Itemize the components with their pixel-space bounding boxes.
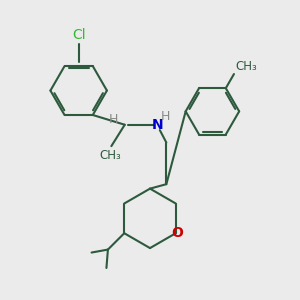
Text: H: H bbox=[161, 110, 170, 123]
Text: N: N bbox=[152, 118, 163, 132]
Text: CH₃: CH₃ bbox=[236, 60, 257, 73]
Text: H: H bbox=[109, 113, 118, 126]
Text: Cl: Cl bbox=[72, 28, 86, 42]
Text: CH₃: CH₃ bbox=[99, 148, 121, 161]
Text: O: O bbox=[171, 226, 183, 240]
